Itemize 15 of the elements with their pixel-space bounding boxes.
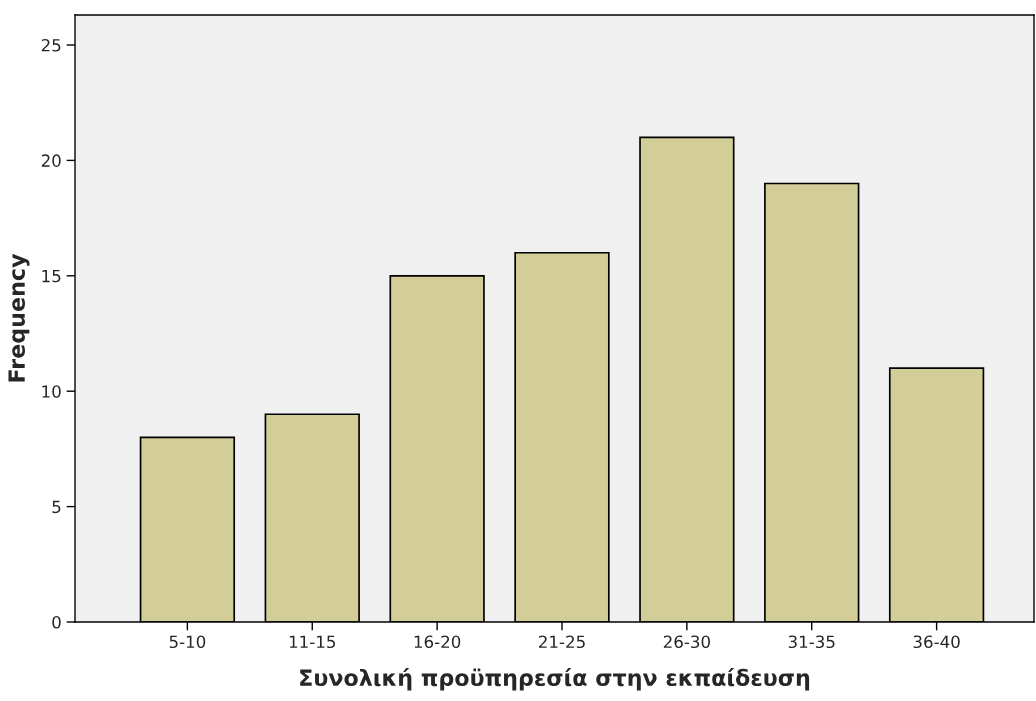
y-tick-label: 10 <box>42 385 61 398</box>
x-tick-label: 31-35 <box>788 635 835 649</box>
x-tick-label: 16-20 <box>414 635 461 649</box>
y-axis-title: Frequency <box>8 253 30 382</box>
y-tick-label: 20 <box>41 154 61 167</box>
x-tick-label: 5-10 <box>169 635 206 649</box>
y-tick-label: 5 <box>52 500 61 514</box>
y-tick-label: 0 <box>52 615 61 629</box>
x-tick-label: 11-15 <box>289 635 336 649</box>
y-tick-label: 25 <box>41 38 61 52</box>
y-tick-label: 15 <box>42 269 61 283</box>
x-tick-label: 36-40 <box>913 635 960 649</box>
x-tick-label: 21-25 <box>539 635 585 649</box>
x-tick-label: 26-30 <box>663 635 710 649</box>
x-axis-title: Συνολική προϋπηρεσία στην εκπαίδευση <box>300 667 810 691</box>
